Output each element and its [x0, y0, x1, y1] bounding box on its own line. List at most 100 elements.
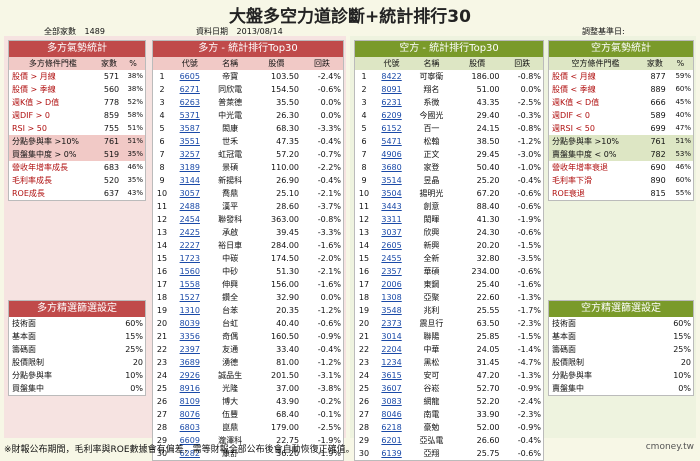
table-row: 7 3257 虹冠電 57.20 -0.7% — [153, 148, 343, 161]
table-row: 8 3189 景碩 110.00 -2.2% — [153, 161, 343, 174]
table-row: 25 8916 光隆 37.00 -3.8% — [153, 382, 343, 395]
filter-value[interactable]: 20 — [680, 358, 691, 367]
stock-code-link[interactable]: 5471 — [381, 137, 402, 146]
filter-value[interactable]: 60% — [125, 319, 143, 328]
stat-count: 589 — [650, 111, 666, 120]
stat-row: 營收年增率成長 683 46% — [9, 161, 145, 174]
stock-code-link[interactable]: 6803 — [179, 423, 200, 432]
filter-value[interactable]: 15% — [125, 332, 143, 341]
stock-name: 兆利 — [423, 306, 440, 315]
filter-row: 基本面 15% — [9, 330, 145, 343]
stock-code-link[interactable]: 2397 — [179, 345, 200, 354]
stock-code-link[interactable]: 3680 — [381, 163, 402, 172]
stock-code-link[interactable]: 6609 — [179, 436, 200, 445]
stock-code-link[interactable]: 2455 — [381, 254, 402, 263]
stock-code-link[interactable]: 6152 — [381, 124, 402, 133]
stock-price: 52.20 — [476, 397, 500, 406]
stock-code-link[interactable]: 8109 — [179, 397, 200, 406]
stock-name: 新興 — [423, 241, 440, 250]
stock-code-link[interactable]: 2605 — [381, 241, 402, 250]
filter-value[interactable]: 0% — [678, 384, 691, 393]
stat-row: 毛利率下滑 890 60% — [549, 174, 693, 187]
table-row: 2 6271 同欣電 154.50 -0.6% — [153, 83, 343, 96]
stock-code-link[interactable]: 1560 — [179, 267, 200, 276]
stock-code-link[interactable]: 3057 — [179, 189, 200, 198]
stock-change: -3.5% — [517, 254, 541, 263]
stock-code-link[interactable]: 2006 — [381, 280, 402, 289]
stock-code-link[interactable]: 1308 — [381, 293, 402, 302]
stock-code-link[interactable]: 8076 — [179, 410, 200, 419]
filter-value[interactable]: 60% — [673, 319, 691, 328]
stock-code-link[interactable]: 6218 — [381, 423, 402, 432]
filter-value[interactable]: 25% — [125, 345, 143, 354]
stock-code-link[interactable]: 3443 — [381, 202, 402, 211]
stock-code-link[interactable]: 6209 — [381, 111, 402, 120]
stock-code-link[interactable]: 3504 — [381, 189, 402, 198]
table-row: 23 1234 黑松 31.45 -4.7% — [355, 356, 543, 369]
stat-row: 股價 > 月線 571 38% — [9, 70, 145, 83]
stock-code-link[interactable]: 2357 — [381, 267, 402, 276]
stock-code-link[interactable]: 8916 — [179, 384, 200, 393]
filter-value[interactable]: 15% — [673, 332, 691, 341]
stock-code-link[interactable]: 3144 — [179, 176, 200, 185]
stock-code-link[interactable]: 3551 — [179, 137, 200, 146]
stock-change: -2.4% — [317, 72, 341, 81]
stock-code-link[interactable]: 3014 — [381, 332, 402, 341]
stock-code-link[interactable]: 6282 — [179, 449, 200, 458]
stock-code-link[interactable]: 3615 — [381, 371, 402, 380]
stock-code-link[interactable]: 6605 — [179, 72, 200, 81]
stock-code-link[interactable]: 3257 — [179, 150, 200, 159]
stock-code-link[interactable]: 2454 — [179, 215, 200, 224]
rank-cell: 19 — [156, 306, 168, 315]
stock-code-link[interactable]: 2425 — [179, 228, 200, 237]
stock-code-link[interactable]: 2227 — [179, 241, 200, 250]
col-header: 回跌 — [501, 57, 543, 70]
bull-momentum-table: 多方條件門檻 家數 % 股價 > 月線 571 38% 股價 > 季線 560 38% 週K… — [9, 57, 145, 200]
filter-value[interactable]: 10% — [125, 371, 143, 380]
stock-code-link[interactable]: 8091 — [381, 85, 402, 94]
filter-value[interactable]: 0% — [130, 384, 143, 393]
stock-code-link[interactable]: 3607 — [381, 384, 402, 393]
filter-value[interactable]: 10% — [673, 371, 691, 380]
stock-code-link[interactable]: 5371 — [179, 111, 200, 120]
stock-code-link[interactable]: 3189 — [179, 163, 200, 172]
stock-code-link[interactable]: 1723 — [179, 254, 200, 263]
stock-code-link[interactable]: 1558 — [179, 280, 200, 289]
stock-code-link[interactable]: 4906 — [381, 150, 402, 159]
stock-change: -0.4% — [317, 137, 341, 146]
stat-label: 週DIF < 0 — [552, 111, 590, 120]
stock-code-link[interactable]: 3514 — [381, 176, 402, 185]
filter-row: 技術面 60% — [549, 317, 693, 330]
stock-code-link[interactable]: 2204 — [381, 345, 402, 354]
stock-code-link[interactable]: 3356 — [179, 332, 200, 341]
stock-code-link[interactable]: 6271 — [179, 85, 200, 94]
filter-value[interactable]: 25% — [673, 345, 691, 354]
stock-code-link[interactable]: 6201 — [381, 436, 402, 445]
stock-code-link[interactable]: 8046 — [381, 410, 402, 419]
stock-code-link[interactable]: 2926 — [179, 371, 200, 380]
stock-code-link[interactable]: 3689 — [179, 358, 200, 367]
stock-code-link[interactable]: 2373 — [381, 319, 402, 328]
stock-code-link[interactable]: 3548 — [381, 306, 402, 315]
rank-cell: 6 — [159, 137, 165, 146]
stock-code-link[interactable]: 3311 — [381, 215, 402, 224]
stock-code-link[interactable]: 2488 — [179, 202, 200, 211]
stock-code-link[interactable]: 6263 — [179, 98, 200, 107]
stock-name: 普萊德 — [218, 98, 243, 107]
stock-code-link[interactable]: 8039 — [179, 319, 200, 328]
stock-code-link[interactable]: 1310 — [179, 306, 200, 315]
stock-code-link[interactable]: 1527 — [179, 293, 200, 302]
date-label: 資料日期 — [196, 27, 228, 36]
stock-code-link[interactable]: 8422 — [381, 72, 402, 81]
filter-value[interactable]: 20 — [132, 358, 143, 367]
stock-code-link[interactable]: 3037 — [381, 228, 402, 237]
stock-code-link[interactable]: 3587 — [179, 124, 200, 133]
rank-cell: 16 — [156, 267, 168, 276]
stock-price: 24.15 — [476, 124, 500, 133]
stock-code-link[interactable]: 1234 — [381, 358, 402, 367]
stock-code-link[interactable]: 6231 — [381, 98, 402, 107]
stat-row: 週K值 > D值 778 52% — [9, 96, 145, 109]
stock-code-link[interactable]: 6139 — [381, 449, 402, 458]
stock-name: 翔名 — [423, 85, 440, 94]
stock-code-link[interactable]: 3083 — [381, 397, 402, 406]
